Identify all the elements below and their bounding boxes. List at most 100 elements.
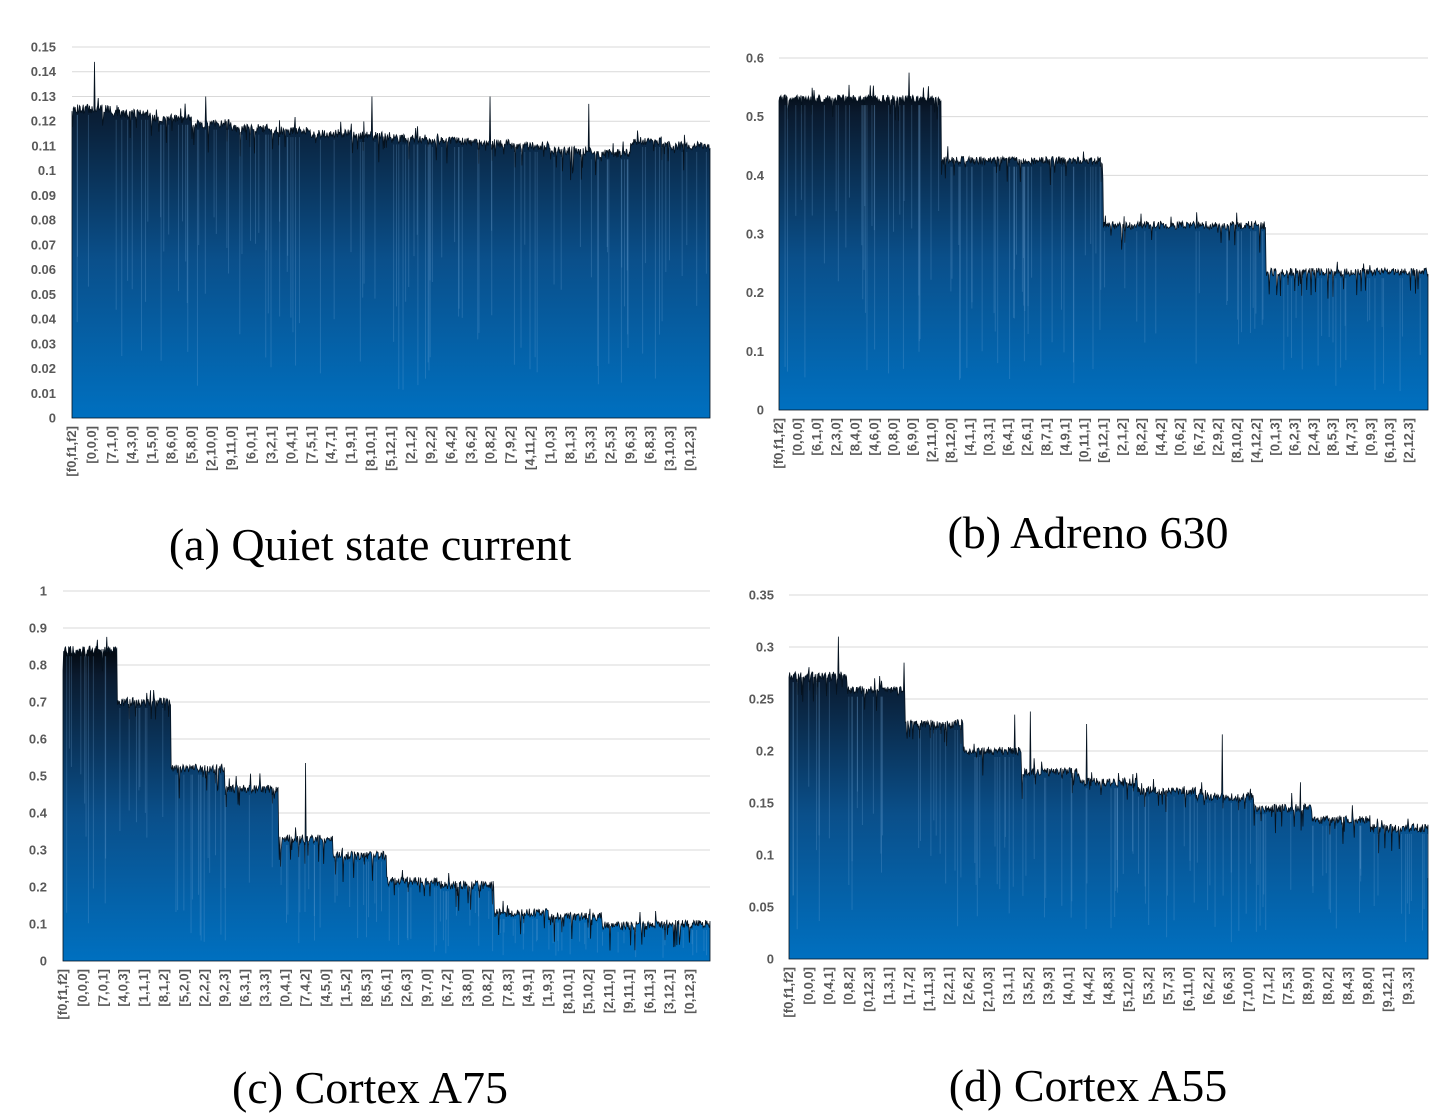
- x-tick-label: [6,4,1]: [1000, 418, 1015, 456]
- x-tick-label: [6,7,2]: [1191, 418, 1206, 456]
- x-tick-label: [6,12,1]: [1096, 418, 1111, 463]
- x-tick-label: [4,3,0]: [124, 426, 139, 464]
- x-tick-label: [0,1,3]: [1267, 418, 1282, 456]
- x-tick-label: [0,4,1]: [277, 969, 292, 1007]
- y-tick-label: 0.8: [29, 658, 47, 673]
- x-tick-label: [0,12,3]: [682, 969, 697, 1014]
- x-tick-label: [5,7,3]: [1160, 967, 1175, 1005]
- x-tick-label: [9,2,2]: [423, 426, 438, 464]
- x-tick-label: [2,10,0]: [204, 426, 219, 471]
- x-tick-label: [7,8,3]: [500, 969, 515, 1007]
- x-tick-label: [9,11,1]: [621, 969, 636, 1013]
- x-tick-label: [4,11,2]: [523, 426, 538, 470]
- y-tick-label: 0.09: [31, 188, 56, 203]
- y-tick-label: 0.4: [29, 806, 48, 821]
- x-tick-label: [6,0,1]: [243, 426, 258, 464]
- x-tick-label: [5,12,0]: [1121, 967, 1136, 1012]
- x-tick-label: [5,3,3]: [582, 426, 597, 464]
- y-tick-label: 0: [757, 403, 764, 418]
- x-tick-label: [7,9,2]: [503, 426, 518, 464]
- y-tick-label: 0.2: [29, 880, 47, 895]
- y-tick-label: 0: [767, 952, 774, 967]
- y-tick-label: 0: [40, 954, 47, 969]
- x-tick-label: [3,8,0]: [459, 969, 474, 1007]
- y-tick-label: 0.15: [31, 40, 56, 55]
- x-tick-label: [6,2,2]: [1200, 967, 1215, 1005]
- y-tick-label: 0.12: [31, 114, 56, 129]
- x-tick-label: [0,11,1]: [1077, 418, 1092, 462]
- x-tick-label: [5,8,0]: [184, 426, 199, 464]
- x-tick-label: [5,10,2]: [581, 969, 596, 1014]
- x-tick-label: [8,5,3]: [358, 969, 373, 1007]
- x-axis-header: [f0,f1,f2]: [64, 426, 79, 477]
- x-tick-label: [4,8,3]: [1101, 967, 1116, 1005]
- y-tick-label: 0.6: [746, 51, 764, 66]
- x-tick-label: [8,5,3]: [1325, 418, 1340, 456]
- chart-quiet-state-current: 0 0.01 0.02 0.03 0.04 0.05 0.06 0.07 0.08 0.09 0.1…: [31, 40, 711, 477]
- x-tick-label: [2,11,0]: [924, 418, 939, 462]
- x-tick-label: [4,12,2]: [1248, 418, 1263, 463]
- x-tick-label: [1,9,3]: [540, 969, 555, 1007]
- y-tick-label: 0.04: [31, 312, 57, 327]
- y-tick-label: 0: [49, 411, 56, 426]
- x-tick-label: [2,2,1]: [941, 967, 956, 1005]
- x-tick-label: [2,9,2]: [1210, 418, 1225, 456]
- chart-cortex-a55: 0 0.05 0.1 0.15 0.2 0.25 0.3 0.35 [f0,f1,f2] [0,0…: [749, 588, 1429, 1018]
- x-tick-label: [4,6,0]: [867, 418, 882, 456]
- x-tick-label: [6,11,0]: [1180, 967, 1195, 1011]
- x-tick-label: [6,1,0]: [809, 418, 824, 456]
- x-tick-label: [0,8,0]: [886, 418, 901, 456]
- y-tick-label: 0.5: [29, 769, 47, 784]
- x-tick-label: [5,2,0]: [176, 969, 191, 1007]
- y-tick-label: 0.2: [746, 285, 764, 300]
- y-tick-label: 0.11: [31, 138, 56, 153]
- x-tick-label: [0,8,2]: [483, 426, 498, 464]
- y-tick-label: 0.4: [746, 168, 765, 183]
- x-tick-label: [4,1,1]: [962, 418, 977, 456]
- caption-a: (a) Quiet state current: [169, 519, 572, 570]
- x-tick-label: [9,3,3]: [1400, 967, 1415, 1005]
- y-tick-label: 0.6: [29, 732, 47, 747]
- x-tick-label: [6,10,3]: [1382, 418, 1397, 463]
- y-tick-label: 0.05: [31, 287, 56, 302]
- x-tick-label: [4,9,1]: [520, 969, 535, 1007]
- y-tick-label: 0.25: [749, 692, 774, 707]
- x-tick-label: [4,4,2]: [1081, 967, 1096, 1005]
- x-tick-label: [6,9,0]: [905, 418, 920, 456]
- x-tick-label: [2,12,3]: [1401, 418, 1416, 463]
- x-tick-label: [8,12,0]: [943, 418, 958, 463]
- x-tick-label: [8,7,1]: [1038, 418, 1053, 456]
- x-tick-label: [1,0,3]: [543, 426, 558, 464]
- x-tick-label: [3,6,2]: [463, 426, 478, 464]
- x-tick-label: [1,7,2]: [901, 967, 916, 1005]
- x-tick-label: [0,4,1]: [821, 967, 836, 1005]
- x-tick-label: [4,5,0]: [318, 969, 333, 1007]
- x-tick-label: [0,4,1]: [283, 426, 298, 464]
- x-tick-label: [6,6,3]: [1220, 967, 1235, 1005]
- x-tick-label: [4,7,1]: [323, 426, 338, 464]
- x-tick-label: [8,10,1]: [363, 426, 378, 471]
- x-tick-label: [5,3,2]: [1140, 967, 1155, 1005]
- x-tick-label: [0,12,3]: [861, 967, 876, 1012]
- y-tick-label: 0.2: [756, 744, 774, 759]
- x-tick-label: [9,6,3]: [622, 426, 637, 464]
- chart-cortex-a75: 0 0.1 0.2 0.3 0.4 0.5 0.6 0.7 0.8 0.9 1 [f0,f1,f2] […: [29, 584, 711, 1020]
- x-tick-label: [1,5,0]: [144, 426, 159, 464]
- y-tick-label: 0.7: [29, 695, 47, 710]
- caption-c: (c) Cortex A75: [232, 1062, 508, 1113]
- caption-b: (b) Adreno 630: [947, 507, 1228, 558]
- x-tick-label: [0,8,2]: [841, 967, 856, 1005]
- data-bars: [71, 61, 711, 419]
- bar-streaks: [76, 114, 707, 390]
- y-tick-label: 0.08: [31, 213, 56, 228]
- y-tick-label: 0.02: [31, 361, 56, 376]
- x-tick-label: [1,1,1]: [136, 969, 151, 1007]
- y-tick-label: 0.03: [31, 336, 56, 351]
- x-tick-label: [7,0,1]: [95, 969, 110, 1007]
- x-tick-label: [4,0,3]: [116, 969, 131, 1007]
- x-axis-header: [f0,f1,f2]: [781, 967, 796, 1018]
- y-tick-label: 0.3: [756, 640, 774, 655]
- y-tick-label: 1: [40, 584, 47, 599]
- x-tick-label: [3,12,1]: [662, 969, 677, 1014]
- x-tick-label: [1,11,3]: [921, 967, 936, 1011]
